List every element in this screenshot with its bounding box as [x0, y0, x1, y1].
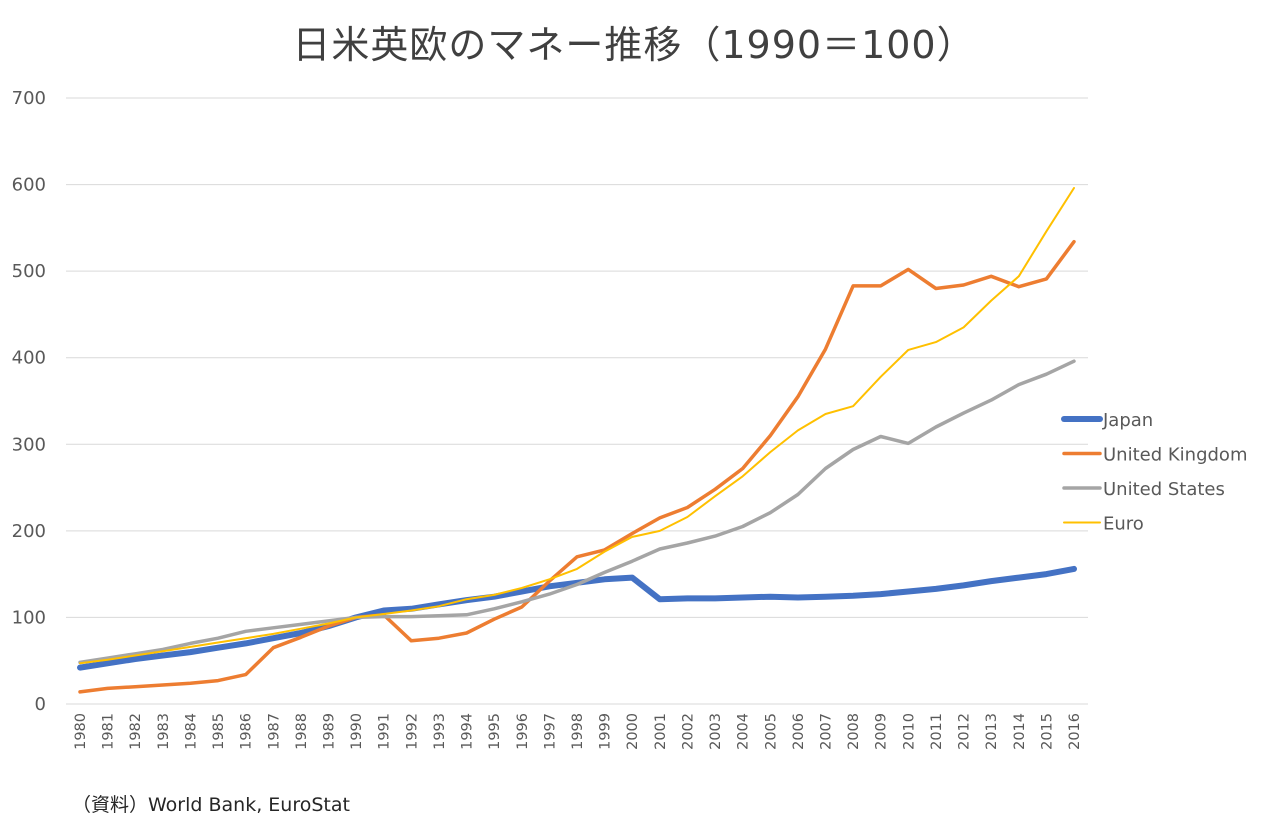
x-tick-label: 2003 [708, 713, 724, 750]
y-tick-label: 500 [12, 261, 46, 282]
x-tick-label: 1994 [460, 713, 476, 750]
x-tick-label: 2010 [901, 713, 917, 750]
y-tick-label: 600 [12, 175, 46, 196]
x-tick-label: 1999 [598, 713, 614, 750]
series-line-united-kingdom [78, 239, 1076, 694]
y-tick-label: 400 [12, 348, 46, 369]
x-tick-label: 1991 [377, 713, 393, 750]
x-tick-label: 2007 [819, 713, 835, 750]
x-tick-label: 2000 [625, 713, 641, 750]
x-tick-label: 1990 [349, 713, 365, 750]
y-tick-label: 300 [12, 434, 46, 455]
x-tick-label: 1986 [239, 713, 255, 750]
x-tick-label: 1983 [156, 713, 172, 750]
x-tick-label: 1996 [515, 713, 531, 750]
x-tick-label: 1993 [432, 713, 448, 750]
y-tick-label: 0 [35, 694, 46, 715]
legend-label: Euro [1103, 514, 1144, 535]
legend-label: United Kingdom [1103, 445, 1247, 466]
y-tick-label: 100 [12, 607, 46, 628]
x-tick-label: 1995 [487, 713, 503, 750]
x-tick-label: 1989 [322, 713, 338, 750]
x-axis: 1980 1981 1982 1983 1984 1985 1986 1987 1988 1989… [73, 713, 1083, 750]
x-tick-label: 2012 [957, 713, 973, 750]
x-tick-label: 1992 [404, 713, 420, 750]
x-tick-label: 2016 [1067, 713, 1083, 750]
x-tick-label: 1988 [294, 713, 310, 750]
x-tick-label: 2005 [763, 713, 779, 750]
series-line-united-states [78, 359, 1076, 665]
x-tick-label: 2011 [929, 713, 945, 750]
x-tick-label: 2001 [653, 713, 669, 750]
x-tick-label: 2002 [680, 713, 696, 750]
y-axis: 0 100 200 300 400 500 600 700 [12, 88, 46, 715]
gridlines [66, 97, 1088, 705]
x-tick-label: 1997 [542, 713, 558, 750]
x-tick-label: 2013 [984, 713, 1000, 750]
x-tick-label: 2008 [846, 713, 862, 750]
x-tick-label: 1982 [128, 713, 144, 750]
x-tick-label: 2014 [1012, 713, 1028, 750]
x-tick-label: 1984 [183, 713, 199, 750]
series-line-euro [79, 187, 1075, 665]
legend: Japan United Kingdom United States Euro [1061, 410, 1247, 535]
chart-title: 日米英欧のマネー推移（1990＝100） [292, 23, 976, 67]
x-tick-label: 1985 [211, 713, 227, 750]
series-lines [77, 187, 1077, 694]
y-tick-label: 700 [12, 88, 46, 109]
x-tick-label: 2006 [791, 713, 807, 750]
source-note: （資料）World Bank, EuroStat [72, 794, 350, 816]
x-tick-label: 1980 [73, 713, 89, 750]
x-tick-label: 2004 [736, 713, 752, 750]
legend-label: Japan [1102, 410, 1153, 431]
legend-label: United States [1103, 479, 1225, 500]
x-tick-label: 2015 [1039, 713, 1055, 750]
x-tick-label: 1981 [101, 713, 117, 750]
x-tick-label: 1998 [570, 713, 586, 750]
y-tick-label: 200 [12, 521, 46, 542]
x-tick-label: 1987 [266, 713, 282, 750]
x-tick-label: 2009 [874, 713, 890, 750]
